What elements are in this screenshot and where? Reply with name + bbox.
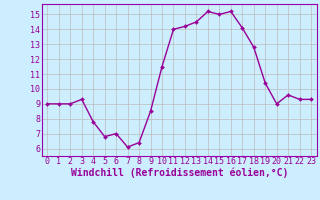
X-axis label: Windchill (Refroidissement éolien,°C): Windchill (Refroidissement éolien,°C) xyxy=(70,168,288,178)
